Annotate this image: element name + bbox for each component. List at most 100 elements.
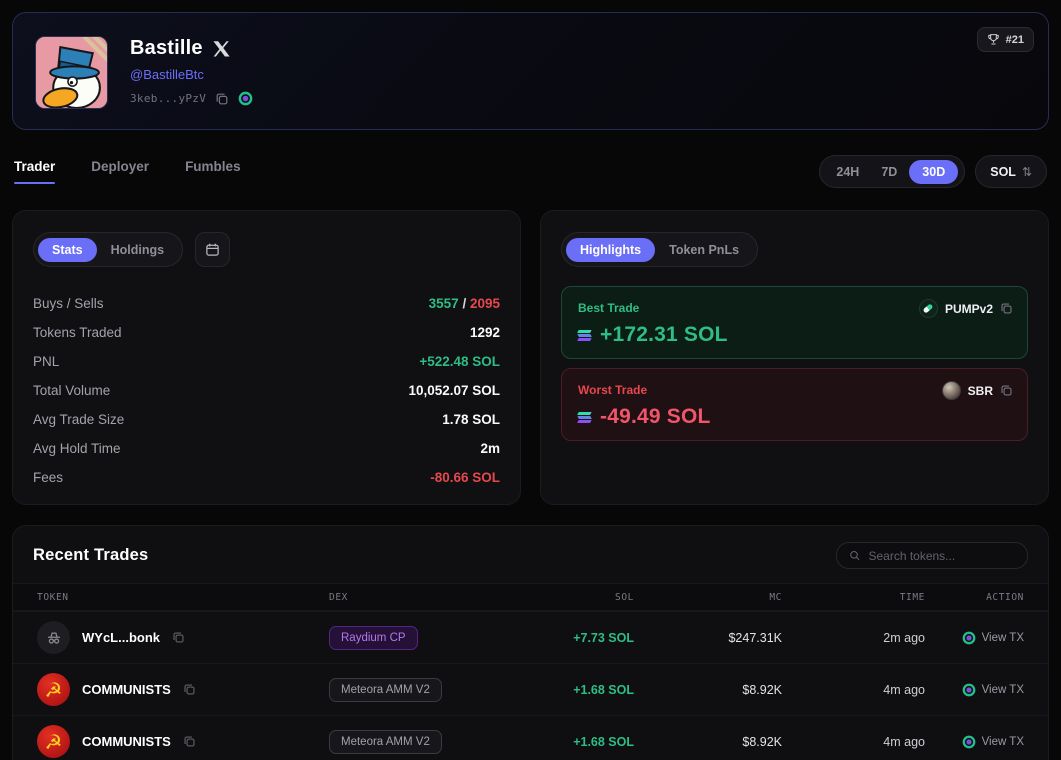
view-tx-label: View TX — [981, 683, 1024, 696]
timeframe-controls: 24H 7D 30D SOL ⇅ — [819, 155, 1047, 188]
profile-name: Bastille — [130, 37, 203, 59]
trade-time: 2m ago — [883, 630, 925, 645]
highlights-toggle: Highlights Token PnLs — [561, 232, 759, 267]
seg-highlights[interactable]: Highlights — [566, 237, 656, 262]
stat-row-buys-sells: Buys / Sells 3557 / 2095 — [33, 289, 500, 318]
search-icon — [850, 550, 860, 561]
solscan-icon — [962, 683, 975, 696]
nav-row: Trader Deployer Fumbles 24H 7D 30D SOL ⇅ — [12, 155, 1049, 188]
copy-token-icon[interactable] — [1000, 302, 1013, 315]
stat-value: -80.66 SOL — [430, 470, 500, 485]
sol-amount: +1.68 SOL — [573, 682, 634, 697]
stat-label: Buys / Sells — [33, 296, 104, 311]
stat-value: 1.78 SOL — [442, 412, 500, 427]
copy-token-icon[interactable] — [183, 735, 196, 748]
seg-stats[interactable]: Stats — [38, 237, 97, 262]
col-sol: SOL — [615, 591, 634, 603]
tab-deployer[interactable]: Deployer — [91, 159, 150, 174]
stat-value: 10,052.07 SOL — [408, 383, 500, 398]
stat-row-total-volume: Total Volume 10,052.07 SOL — [33, 376, 500, 405]
stat-label: PNL — [33, 354, 60, 369]
best-trade-token: PUMPv2 — [944, 301, 993, 316]
timeframe-30d[interactable]: 30D — [909, 159, 959, 184]
solscan-icon — [962, 631, 975, 644]
stat-row-avg-hold-time: Avg Hold Time 2m — [33, 434, 500, 463]
col-time: TIME — [899, 591, 925, 603]
trade-time: 4m ago — [883, 734, 925, 749]
timeframe-group: 24H 7D 30D — [819, 155, 966, 188]
swap-arrows-icon: ⇅ — [1021, 164, 1032, 179]
stat-label: Avg Hold Time — [33, 441, 121, 456]
market-cap: $8.92K — [742, 734, 782, 749]
stat-row-tokens-traded: Tokens Traded 1292 — [33, 318, 500, 347]
worst-trade-card: Worst Trade -49.49 SOL SBR — [561, 368, 1028, 441]
tab-fumbles[interactable]: Fumbles — [185, 159, 241, 174]
seg-holdings[interactable]: Holdings — [110, 242, 165, 257]
copy-token-icon[interactable] — [1000, 384, 1013, 397]
copy-wallet-icon[interactable] — [215, 92, 229, 106]
profile-info: Bastille @BastilleBtc 3keb...yPzV — [130, 36, 253, 106]
solscan-icon[interactable] — [238, 91, 253, 106]
trade-time: 4m ago — [883, 682, 925, 697]
col-dex: DEX — [329, 591, 348, 603]
search-box[interactable] — [836, 542, 1028, 569]
sol-amount: +1.68 SOL — [573, 734, 634, 749]
x-twitter-icon[interactable] — [213, 40, 230, 57]
stat-label: Fees — [33, 470, 64, 485]
dex-badge: Meteora AMM V2 — [329, 729, 442, 754]
timeframe-24h[interactable]: 24H — [836, 164, 860, 179]
stat-value: +522.48 SOL — [419, 354, 500, 369]
tab-trader[interactable]: Trader — [14, 159, 56, 184]
communist-token-icon: ☭ — [37, 673, 70, 706]
copy-token-icon[interactable] — [172, 631, 185, 644]
view-tx-link[interactable]: View TX — [962, 683, 1024, 697]
stat-label: Total Volume — [33, 383, 111, 398]
solana-logo-icon — [577, 329, 592, 341]
pump-token-icon — [918, 299, 938, 318]
recent-trades-section: Recent Trades TOKEN DEX SOL MC TIME ACTI… — [12, 525, 1049, 760]
table-header-row: TOKEN DEX SOL MC TIME ACTION — [13, 583, 1048, 611]
profile-handle-link[interactable]: @BastilleBtc — [130, 67, 204, 82]
calendar-button[interactable] — [195, 232, 231, 267]
wallet-address: 3keb...yPzV — [130, 92, 207, 105]
stat-row-fees: Fees -80.66 SOL — [33, 463, 500, 492]
anon-token-icon — [37, 621, 70, 654]
currency-toggle-button[interactable]: SOL ⇅ — [975, 155, 1047, 188]
view-tx-link[interactable]: View TX — [962, 735, 1024, 749]
col-mc: MC — [769, 591, 782, 603]
buys-sells-separator: / — [458, 296, 470, 311]
dex-badge: Meteora AMM V2 — [329, 677, 442, 702]
copy-token-icon[interactable] — [183, 683, 196, 696]
stats-panel: Stats Holdings Buys / Sells 3557 / 2095 — [12, 210, 521, 505]
rank-badge[interactable]: #21 — [976, 27, 1034, 52]
market-cap: $247.31K — [728, 630, 782, 645]
currency-toggle-label: SOL — [990, 164, 1016, 179]
worst-trade-label: Worst Trade — [578, 383, 648, 397]
stat-label: Avg Trade Size — [33, 412, 125, 427]
timeframe-7d[interactable]: 7D — [881, 164, 898, 179]
sells-count: 2095 — [469, 296, 500, 311]
worst-trade-token: SBR — [967, 383, 993, 398]
seg-token-pnls[interactable]: Token PnLs — [669, 242, 740, 257]
stats-list: Buys / Sells 3557 / 2095 Tokens Traded 1… — [33, 289, 500, 492]
table-row[interactable]: ☭ COMMUNISTS Meteora AMM V2 +1.68 SOL $8… — [13, 663, 1048, 715]
token-name: COMMUNISTS — [82, 734, 171, 749]
best-trade-label: Best Trade — [578, 301, 640, 315]
nav-tabs: Trader Deployer Fumbles — [14, 159, 241, 184]
dex-badge: Raydium CP — [329, 625, 418, 650]
table-row[interactable]: WYcL...bonk Raydium CP +7.73 SOL $247.31… — [13, 611, 1048, 663]
cards-row: Stats Holdings Buys / Sells 3557 / 2095 — [12, 210, 1049, 505]
stat-value: 2m — [480, 441, 500, 456]
stat-row-pnl: PNL +522.48 SOL — [33, 347, 500, 376]
search-input[interactable] — [868, 548, 1015, 563]
best-trade-card: Best Trade +172.31 SOL PUMPv2 — [561, 286, 1028, 359]
token-name: COMMUNISTS — [82, 682, 171, 697]
trophy-icon — [987, 34, 999, 45]
view-tx-link[interactable]: View TX — [962, 631, 1024, 645]
col-action: ACTION — [986, 591, 1024, 603]
rank-badge-label: #21 — [1005, 33, 1024, 46]
solana-logo-icon — [577, 411, 592, 423]
stat-value: 1292 — [469, 325, 500, 340]
table-row[interactable]: ☭ COMMUNISTS Meteora AMM V2 +1.68 SOL $8… — [13, 715, 1048, 760]
